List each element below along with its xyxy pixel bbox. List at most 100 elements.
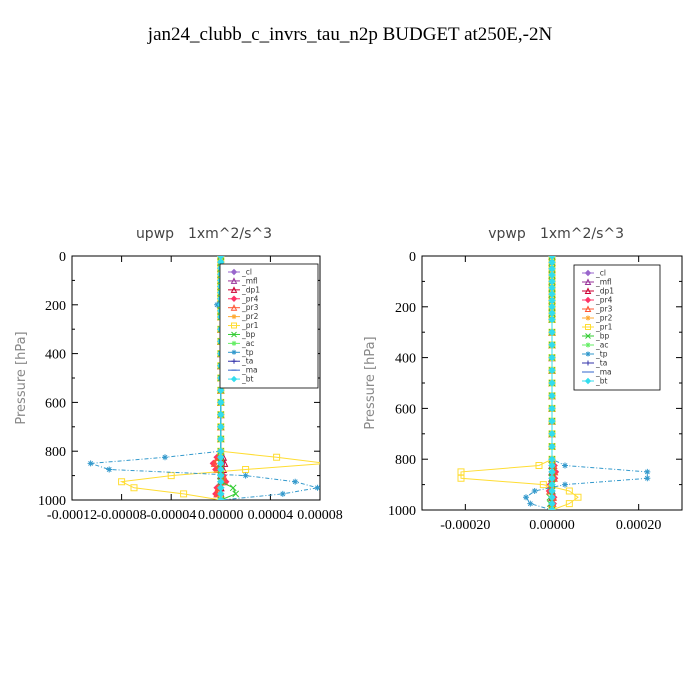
data-point <box>548 315 556 324</box>
data-point <box>548 328 556 336</box>
data-point <box>217 496 225 500</box>
y-tick-label: 0 <box>59 250 66 265</box>
y-tick-label: 0 <box>409 250 416 265</box>
x-tick-label: 0.00000 <box>529 518 575 533</box>
legend-label: _bp <box>595 332 610 341</box>
legend-label: _tp <box>241 348 254 357</box>
x-tick-label: -0.00012 <box>47 508 97 523</box>
legend-label: _mfl <box>595 278 612 287</box>
data-point <box>273 453 281 461</box>
x-tick-label: -0.00020 <box>440 518 490 533</box>
y-tick-label: 800 <box>395 453 416 468</box>
legend-label: _pr3 <box>595 305 613 314</box>
data-point <box>217 435 225 443</box>
panel-units: 1xm^2/s^3 <box>188 226 272 242</box>
data-point <box>531 487 538 494</box>
data-point <box>644 468 651 475</box>
y-tick-label: 200 <box>395 301 416 316</box>
legend-marker <box>584 287 592 294</box>
data-point <box>167 472 175 480</box>
legend-label: _ac <box>595 341 608 350</box>
data-point <box>548 379 556 387</box>
y-axis-label: Pressure [hPa] <box>14 331 29 424</box>
data-point <box>562 481 568 488</box>
y-tick-label: 400 <box>395 352 416 367</box>
data-point <box>229 484 237 492</box>
panel-title: upwp <box>136 226 174 242</box>
data-point <box>548 341 556 349</box>
data-point <box>548 353 556 362</box>
data-point <box>548 391 556 400</box>
legend-marker <box>231 314 237 320</box>
legend-label: _cl <box>241 268 252 277</box>
data-point <box>548 506 556 510</box>
x-tick-label: 0.00008 <box>297 508 343 523</box>
series-line <box>460 256 579 510</box>
data-point <box>217 410 225 419</box>
y-axis-label: Pressure [hPa] <box>363 336 378 429</box>
legend-marker <box>584 278 592 285</box>
legend-label: _bt <box>241 375 254 384</box>
legend-label: _ma <box>595 368 612 377</box>
data-point <box>214 301 221 308</box>
legend-marker <box>231 322 237 329</box>
legend: _cl_mfl_dp1_pr4_pr3_pr2_pr1_bp_ac_tp_ta_… <box>219 263 319 389</box>
legend-marker <box>231 358 237 364</box>
legend-label: _ma <box>241 366 258 375</box>
data-point <box>87 460 94 467</box>
legend-marker <box>585 315 591 321</box>
data-point <box>292 478 299 485</box>
legend-marker <box>584 377 592 385</box>
data-point <box>314 484 320 491</box>
data-point <box>548 404 556 413</box>
data-point <box>574 493 582 501</box>
legend-marker <box>585 360 591 366</box>
data-point <box>523 494 529 501</box>
data-point <box>457 474 465 482</box>
legend-marker <box>585 324 591 330</box>
data-point <box>217 423 225 431</box>
plot-area <box>457 256 651 510</box>
legend-label: _pr1 <box>241 321 259 330</box>
data-point <box>548 430 556 438</box>
data-point <box>548 366 556 375</box>
legend-marker <box>231 331 237 338</box>
legend-label: _pr4 <box>595 296 613 305</box>
legend-marker <box>230 268 238 276</box>
data-point <box>535 462 543 470</box>
data-point <box>565 487 573 495</box>
data-point <box>644 475 651 482</box>
legend-label: _ta <box>595 359 607 368</box>
legend-marker <box>230 304 238 311</box>
data-point <box>180 490 188 498</box>
legend-marker <box>230 277 238 284</box>
series-pr1 <box>457 256 582 510</box>
legend-label: _bp <box>241 330 256 339</box>
legend-label: _dp1 <box>595 287 614 296</box>
panel-title: vpwp <box>488 226 526 242</box>
legend-label: _bt <box>595 377 608 386</box>
legend-label: _pr1 <box>595 323 613 332</box>
data-point <box>106 466 113 473</box>
legend-marker <box>585 333 591 339</box>
y-tick-label: 400 <box>45 348 66 363</box>
data-point <box>548 417 556 425</box>
data-point <box>539 481 547 489</box>
data-point <box>232 490 240 498</box>
legend-marker <box>230 286 238 293</box>
data-point <box>242 472 249 479</box>
legend-label: _ta <box>241 357 253 366</box>
legend-label: _pr2 <box>241 312 259 321</box>
x-tick-label: -0.00008 <box>97 508 147 523</box>
legend-marker <box>230 295 238 302</box>
legend-label: _pr4 <box>241 294 259 303</box>
data-point <box>527 500 534 507</box>
y-tick-label: 800 <box>45 445 66 460</box>
data-point <box>548 506 556 510</box>
legend-marker <box>231 349 237 355</box>
y-tick-label: 600 <box>395 402 416 417</box>
legend: _cl_mfl_dp1_pr4_pr3_pr2_pr1_bp_ac_tp_ta_… <box>573 264 661 391</box>
data-point <box>548 442 556 451</box>
